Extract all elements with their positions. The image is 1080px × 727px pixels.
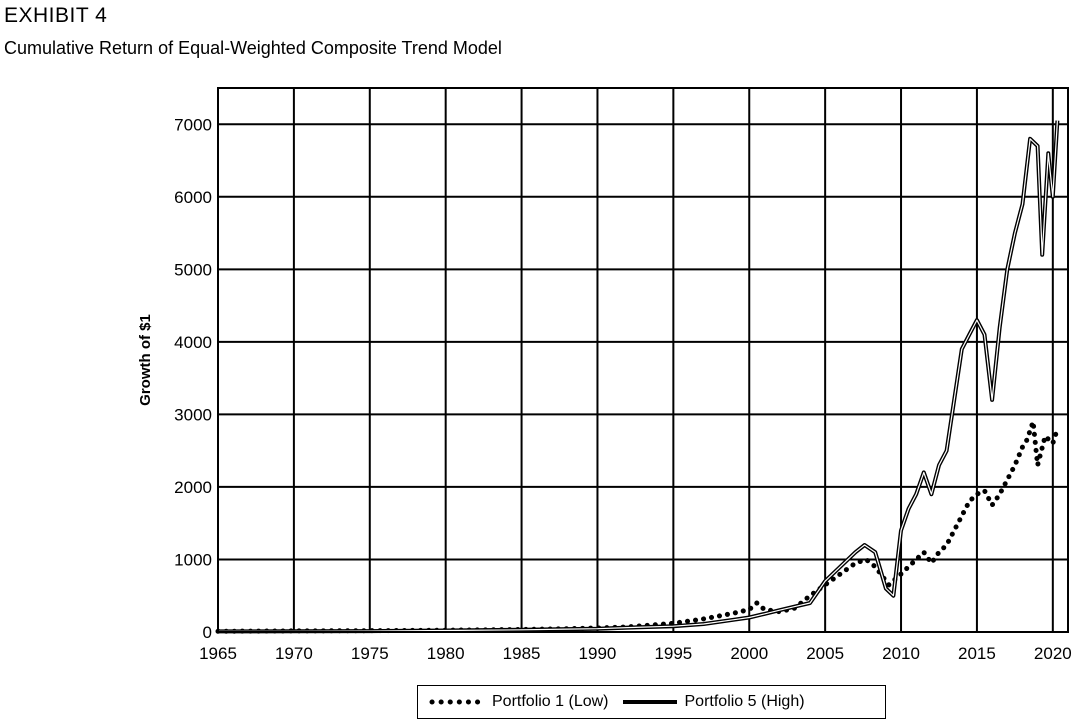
data-point-series-1 bbox=[961, 515, 963, 517]
data-point-series-1 bbox=[931, 562, 933, 564]
data-point-series-1 bbox=[1044, 435, 1046, 437]
y-tick-label: 6000 bbox=[174, 188, 212, 207]
data-point-series-1 bbox=[809, 595, 811, 597]
data-point-series-1 bbox=[1057, 428, 1059, 430]
series-line-portfolio-1 bbox=[215, 420, 1060, 634]
data-point-series-1 bbox=[953, 530, 955, 532]
data-point-series-1 bbox=[946, 544, 948, 546]
y-tick-label: 3000 bbox=[174, 405, 212, 424]
grid-lines bbox=[218, 88, 1068, 632]
x-tick-label: 2020 bbox=[1034, 644, 1072, 663]
x-tick-label: 1990 bbox=[579, 644, 617, 663]
y-tick-label: 4000 bbox=[174, 333, 212, 352]
y-tick-label: 2000 bbox=[174, 478, 212, 497]
y-axis-label: Growth of $1 bbox=[137, 314, 154, 406]
series-group bbox=[215, 120, 1060, 634]
x-tick-label: 1965 bbox=[199, 644, 237, 663]
x-tick-label: 2010 bbox=[882, 644, 920, 663]
y-tick-label: 0 bbox=[203, 623, 212, 642]
x-axis-ticks: 1965 1970 1975 1980 1985 1990 1995 2000 2005 2010… bbox=[199, 644, 1072, 663]
x-tick-label: 1980 bbox=[427, 644, 465, 663]
data-point-series-1 bbox=[969, 501, 971, 503]
x-tick-label: 2005 bbox=[806, 644, 844, 663]
plot-frame bbox=[217, 87, 1069, 633]
x-tick-label: 1995 bbox=[654, 644, 692, 663]
chart-title: Cumulative Return of Equal-Weighted Comp… bbox=[4, 38, 502, 58]
x-tick-label: 2015 bbox=[958, 644, 996, 663]
x-tick-label: 1970 bbox=[275, 644, 313, 663]
y-tick-label: 5000 bbox=[174, 260, 212, 279]
legend-item-portfolio-5: Portfolio 5 (High) bbox=[621, 693, 805, 711]
data-point-series-1 bbox=[1007, 479, 1009, 481]
data-point-series-1 bbox=[1032, 421, 1034, 423]
x-tick-label: 2000 bbox=[730, 644, 768, 663]
legend-label-portfolio-1: Portfolio 1 (Low) bbox=[492, 693, 609, 710]
data-point-series-1 bbox=[1014, 464, 1016, 466]
x-tick-label: 1975 bbox=[351, 644, 389, 663]
series-line-highlight bbox=[217, 120, 1058, 632]
legend: Portfolio 1 (Low) Portfolio 5 (High) bbox=[417, 685, 886, 719]
y-axis-ticks: 0 1000 2000 3000 4000 5000 6000 7000 bbox=[174, 115, 212, 642]
dotted-line-swatch bbox=[429, 699, 486, 705]
y-tick-label: 7000 bbox=[174, 115, 212, 134]
x-tick-label: 1985 bbox=[503, 644, 541, 663]
exhibit-label: EXHIBIT 4 bbox=[4, 4, 108, 27]
solid-line-swatch bbox=[622, 700, 677, 704]
data-point-series-1 bbox=[999, 493, 1001, 495]
legend-item-portfolio-1: Portfolio 1 (Low) bbox=[428, 693, 609, 711]
y-tick-label: 1000 bbox=[174, 550, 212, 569]
legend-label-portfolio-5: Portfolio 5 (High) bbox=[684, 693, 805, 710]
